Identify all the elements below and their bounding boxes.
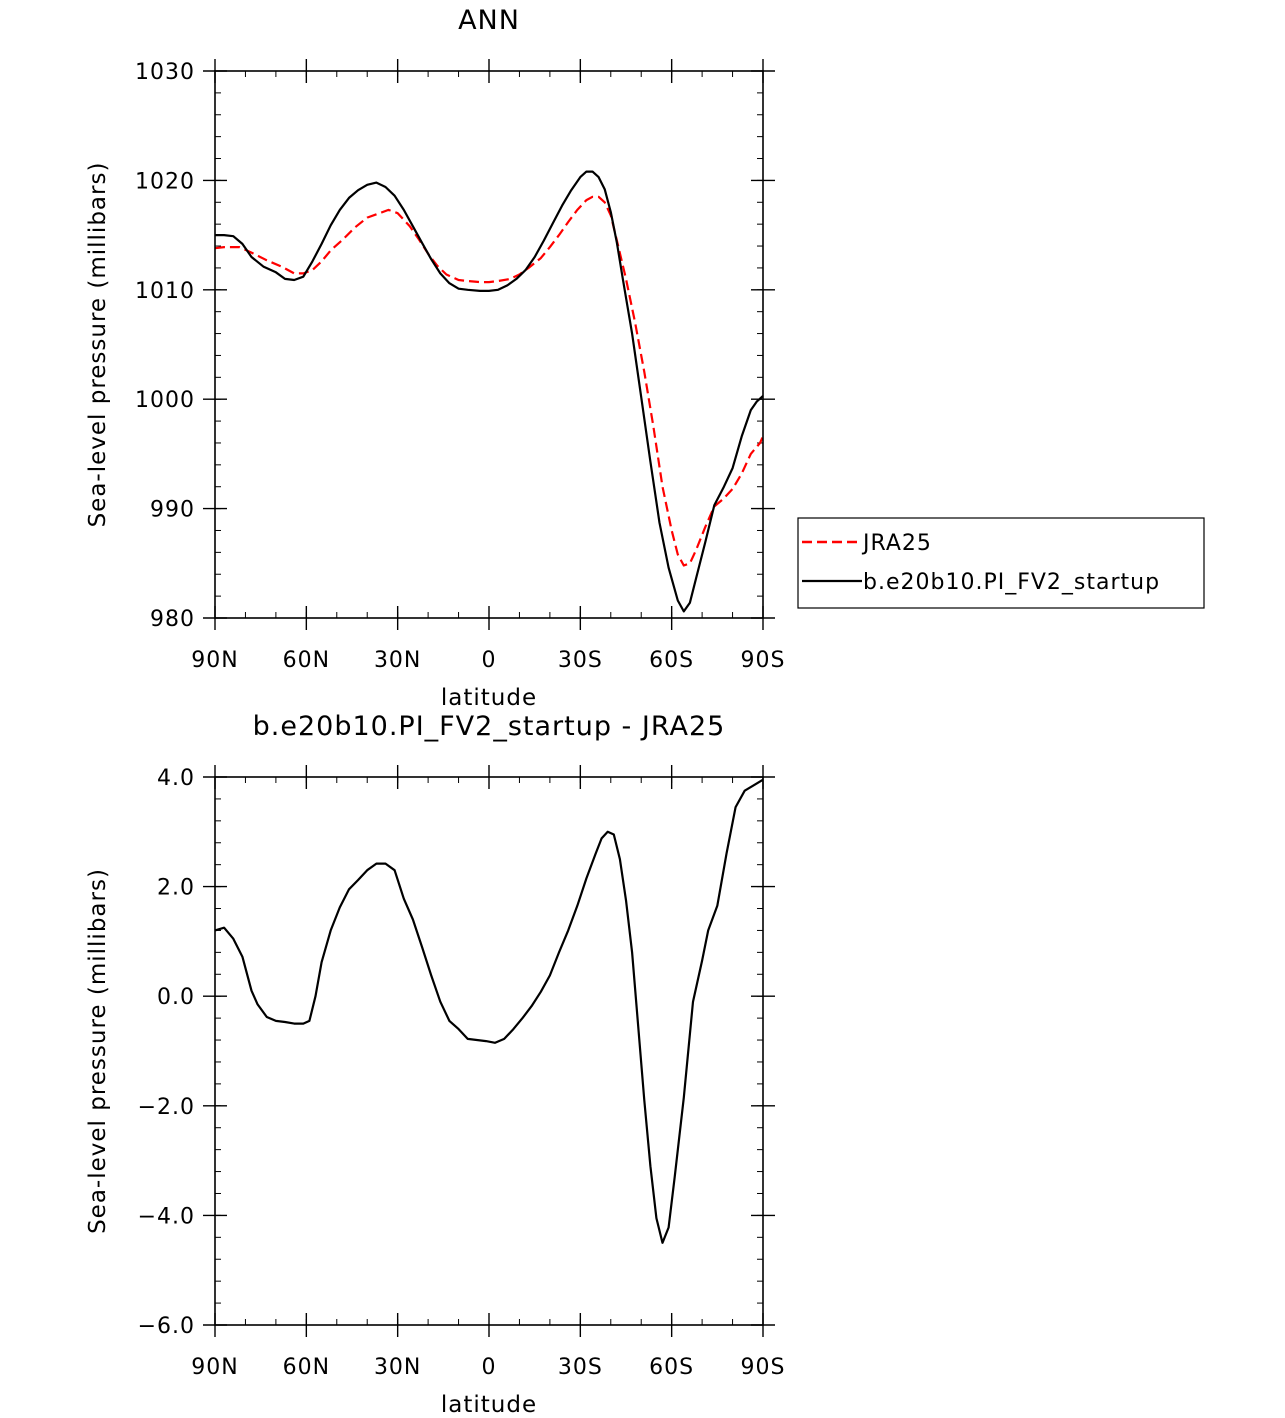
top-panel-sea-level-pressure: ANN Sea-level pressure (millibars) latitud… [85, 5, 786, 711]
series-line-jra25 [214, 195, 765, 567]
x-tick-label: 30S [558, 648, 603, 673]
plot-frame [214, 70, 764, 619]
legend-label-model: b.e20b10.PI_FV2_startup [863, 570, 1160, 595]
x-tick-label: 30N [374, 1355, 421, 1380]
x-tick-label: 0 [482, 1355, 497, 1380]
chart-title: ANN [458, 5, 520, 36]
x-tick-label: 0 [482, 648, 497, 673]
x-axis-label: latitude [441, 1392, 537, 1418]
y-axis-label: Sea-level pressure (millibars) [85, 868, 111, 1234]
legend-label-jra25: JRA25 [861, 531, 932, 556]
x-tick-label: 90N [191, 1355, 238, 1380]
y-tick-label: −6.0 [138, 1314, 195, 1339]
series-line-b-e20b10-pi-fv2-startup [215, 170, 764, 613]
y-axis-label: Sea-level pressure (millibars) [85, 162, 111, 528]
y-tick-label: 2.0 [157, 876, 195, 901]
x-tick-label: 60N [283, 1355, 330, 1380]
y-tick-label: −4.0 [138, 1204, 195, 1229]
y-tick-label: 1010 [135, 279, 195, 304]
y-tick-label: 4.0 [157, 766, 195, 791]
y-tick-label: 1030 [135, 60, 195, 85]
x-tick-label: 90N [191, 648, 238, 673]
y-tick-label: −2.0 [138, 1095, 195, 1120]
chart-title: b.e20b10.PI_FV2_startup - JRA25 [253, 711, 726, 742]
legend-box [797, 517, 1205, 609]
plot-frame [214, 776, 764, 1326]
x-axis-label: latitude [441, 685, 537, 711]
y-tick-label: 1020 [135, 169, 195, 194]
x-tick-label: 90S [741, 648, 786, 673]
y-tick-label: 0.0 [157, 985, 195, 1010]
x-tick-label: 60S [649, 648, 694, 673]
x-tick-label: 30S [558, 1355, 603, 1380]
x-tick-label: 30N [374, 648, 421, 673]
series-line-difference-0 [214, 778, 764, 1244]
x-tick-label: 60S [649, 1355, 694, 1380]
bottom-panel-difference: b.e20b10.PI_FV2_startup - JRA25 Sea-level… [85, 711, 786, 1418]
y-tick-label: 980 [150, 607, 195, 632]
legend: JRA25 b.e20b10.PI_FV2_startup [797, 517, 1205, 609]
x-tick-label: 90S [741, 1355, 786, 1380]
x-tick-label: 60N [283, 648, 330, 673]
y-tick-label: 990 [150, 498, 195, 523]
y-tick-label: 1000 [135, 388, 195, 413]
